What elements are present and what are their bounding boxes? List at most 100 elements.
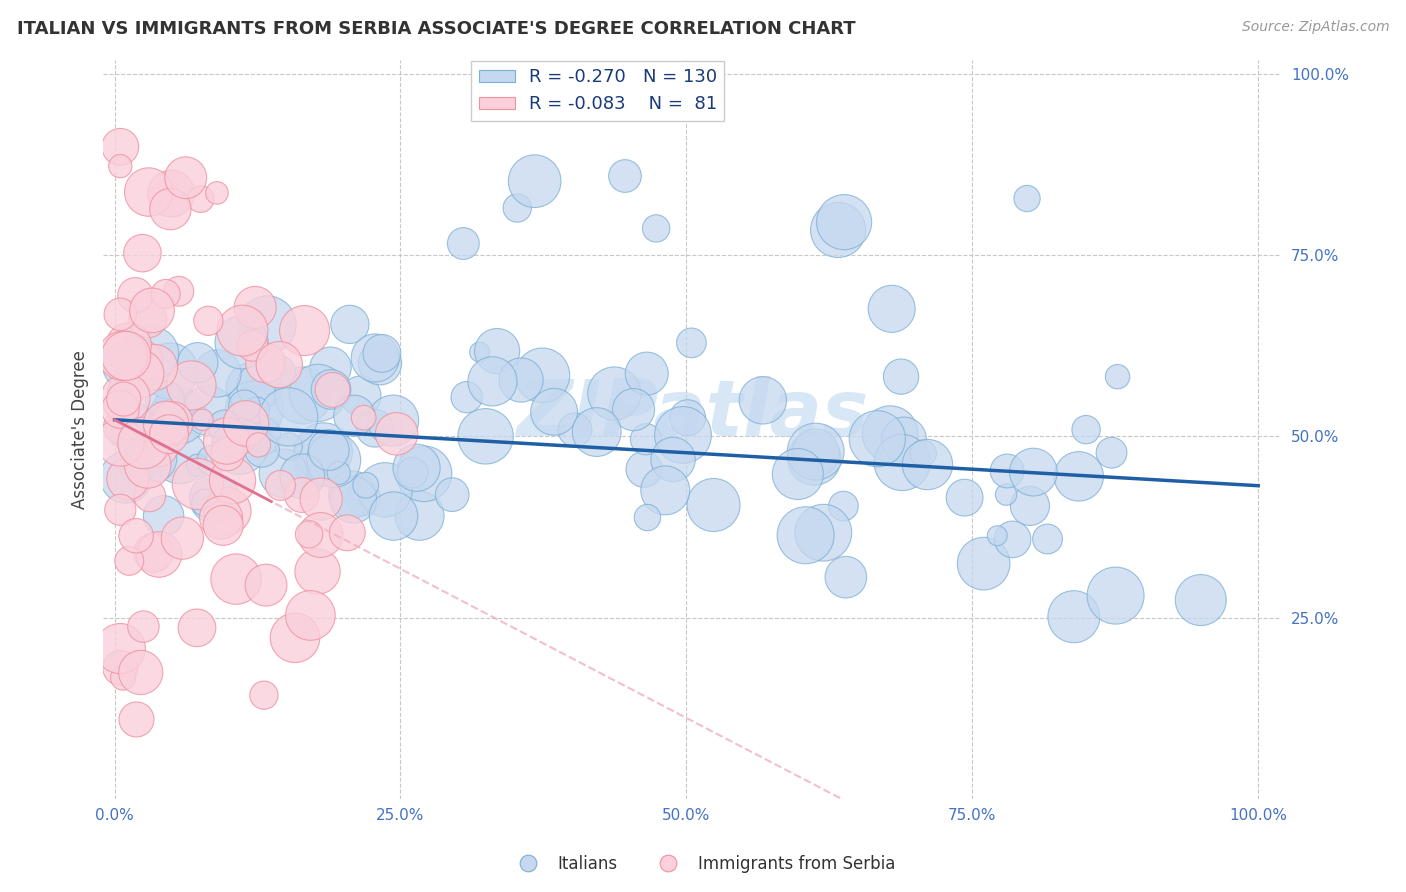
Point — [995, 488, 1018, 502]
Point — [231, 434, 253, 448]
Point — [243, 301, 266, 315]
Point — [231, 324, 253, 338]
Point — [243, 402, 266, 417]
Point — [294, 324, 316, 338]
Point — [110, 641, 132, 656]
Point — [215, 434, 238, 448]
Point — [155, 287, 177, 301]
Point — [654, 483, 676, 498]
Point — [110, 402, 132, 417]
Point — [180, 378, 202, 392]
Point — [120, 419, 142, 434]
Point — [187, 356, 209, 370]
Point — [481, 375, 503, 389]
Point — [681, 335, 703, 350]
Point — [385, 426, 408, 441]
Point — [204, 491, 226, 506]
Point — [191, 413, 214, 427]
Point — [703, 498, 725, 512]
Point — [131, 353, 153, 368]
Point — [676, 410, 699, 425]
Point — [456, 390, 478, 404]
Point — [141, 303, 163, 318]
Point — [1015, 192, 1038, 206]
Point — [141, 451, 163, 466]
Point — [132, 619, 155, 633]
Point — [890, 369, 912, 384]
Point — [291, 488, 314, 502]
Point — [110, 435, 132, 450]
Point — [1022, 465, 1045, 479]
Point — [291, 469, 314, 483]
Point — [143, 360, 166, 375]
Point — [832, 215, 855, 229]
Point — [633, 462, 655, 476]
Point — [141, 346, 163, 360]
Point — [235, 417, 257, 431]
Legend: R = -0.270   N = 130, R = -0.083    N =  81: R = -0.270 N = 130, R = -0.083 N = 81 — [471, 62, 724, 120]
Point — [662, 452, 685, 467]
Point — [250, 442, 273, 457]
Point — [368, 356, 391, 370]
Point — [474, 429, 496, 443]
Point — [115, 384, 138, 398]
Point — [190, 192, 212, 206]
Point — [371, 346, 394, 360]
Point — [319, 360, 342, 375]
Point — [169, 450, 191, 464]
Point — [1019, 499, 1042, 513]
Point — [786, 467, 808, 481]
Point — [124, 288, 146, 302]
Point — [112, 671, 135, 685]
Y-axis label: Associate's Degree: Associate's Degree — [72, 350, 89, 508]
Point — [207, 367, 229, 381]
Point — [298, 527, 321, 541]
Point — [343, 409, 366, 423]
Point — [953, 491, 976, 505]
Point — [636, 367, 658, 381]
Point — [159, 202, 181, 216]
Point — [167, 409, 190, 423]
Point — [127, 462, 149, 476]
Point — [131, 246, 153, 260]
Point — [197, 403, 219, 417]
Point — [125, 529, 148, 543]
Point — [307, 386, 329, 401]
Point — [321, 383, 343, 397]
Point — [401, 466, 423, 480]
Point — [212, 419, 235, 434]
Point — [510, 373, 533, 387]
Point — [794, 528, 817, 542]
Point — [672, 428, 695, 442]
Point — [110, 140, 132, 154]
Point — [1063, 609, 1085, 624]
Point — [364, 421, 387, 435]
Point — [804, 445, 827, 459]
Point — [803, 451, 825, 466]
Point — [115, 359, 138, 373]
Point — [354, 478, 377, 492]
Point — [1001, 533, 1024, 547]
Point — [318, 442, 340, 457]
Point — [917, 458, 939, 472]
Point — [233, 399, 256, 413]
Point — [225, 572, 247, 586]
Point — [152, 508, 174, 523]
Point — [269, 478, 291, 492]
Point — [110, 503, 132, 517]
Point — [160, 186, 183, 201]
Point — [468, 345, 491, 359]
Point — [752, 393, 775, 408]
Point — [342, 492, 364, 507]
Point — [118, 554, 141, 568]
Point — [835, 570, 858, 584]
Point — [342, 487, 364, 501]
Point — [110, 419, 132, 434]
Point — [197, 314, 219, 328]
Point — [453, 236, 475, 251]
Point — [245, 403, 267, 417]
Point — [129, 665, 152, 680]
Point — [299, 608, 322, 623]
Point — [603, 386, 626, 401]
Point — [328, 466, 350, 480]
